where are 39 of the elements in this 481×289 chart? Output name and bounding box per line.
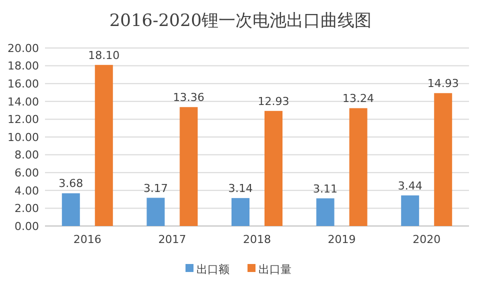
data-label: 12.93: [258, 94, 290, 108]
x-tick-label: 2016: [73, 233, 102, 246]
bar: [349, 108, 368, 226]
data-label: 3.44: [398, 179, 422, 192]
data-label: 13.24: [342, 92, 374, 106]
legend-label: 出口量: [258, 262, 292, 276]
legend-label: 出口额: [196, 262, 230, 276]
y-tick-label: 20.00: [8, 42, 39, 55]
y-tick-label: 6.00: [14, 166, 39, 180]
bar: [434, 93, 452, 226]
bar: [232, 198, 250, 226]
data-label: 13.36: [172, 91, 204, 104]
x-tick-label: 2020: [412, 233, 441, 246]
data-label: 3.17: [143, 182, 168, 195]
y-tick-label: 10.00: [8, 130, 39, 144]
bar: [94, 64, 113, 226]
data-label: 14.93: [427, 77, 459, 90]
y-tick-label: 8.00: [14, 148, 39, 162]
bar: [146, 198, 165, 226]
y-tick-label: 4.00: [14, 184, 39, 198]
y-tick-label: 12.00: [8, 113, 39, 126]
bar: [62, 193, 80, 226]
bar: [316, 198, 334, 226]
y-tick-label: 18.00: [8, 60, 39, 73]
x-tick-label: 2018: [243, 233, 271, 246]
y-tick-label: 14.00: [8, 95, 39, 108]
y-tick-label: 16.00: [8, 77, 39, 90]
x-tick-label: 2017: [158, 233, 186, 246]
data-label: 3.14: [228, 182, 253, 196]
data-label: 3.68: [58, 177, 84, 190]
x-tick-label: 2019: [328, 233, 356, 246]
chart-title: 2016-2020锂一次电池出口曲线图: [109, 11, 372, 31]
data-label: 3.11: [313, 182, 338, 196]
data-label: 18.10: [88, 48, 120, 62]
y-tick-label: 0.00: [14, 220, 39, 233]
bar: [264, 110, 282, 226]
bar: [180, 107, 198, 226]
y-tick-label: 2.00: [14, 202, 39, 216]
bar: [401, 195, 420, 226]
